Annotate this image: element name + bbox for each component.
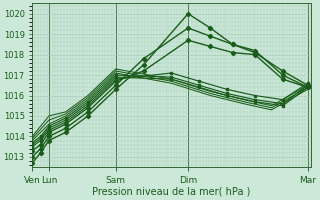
X-axis label: Pression niveau de la mer( hPa ): Pression niveau de la mer( hPa ) xyxy=(92,187,251,197)
